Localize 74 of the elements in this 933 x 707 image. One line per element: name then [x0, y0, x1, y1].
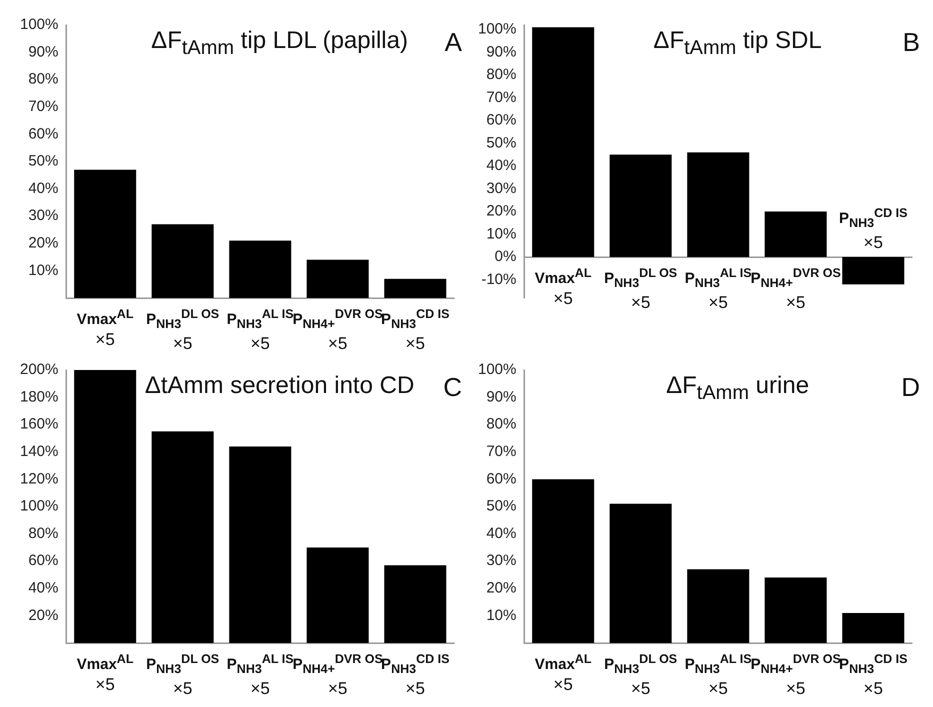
y-tick-label: 120%	[20, 470, 58, 488]
y-tick-label: 70%	[28, 98, 58, 116]
bar	[764, 212, 827, 258]
y-tick-label: 80%	[486, 416, 516, 433]
y-tick-label: 200%	[20, 361, 58, 378]
y-tick-label: 40%	[486, 157, 516, 174]
chart-title: ΔF$_{tAmm}$ urine	[666, 372, 810, 405]
y-tick-label: 60%	[28, 125, 58, 142]
y-tick-label: 160%	[20, 416, 58, 433]
bar	[687, 569, 750, 643]
bar	[384, 278, 446, 298]
y-tick-label: 20%	[486, 202, 516, 220]
y-tick-label: 100%	[20, 16, 58, 34]
y-tick-label: 40%	[28, 580, 58, 597]
y-tick-label: 30%	[28, 207, 58, 224]
bar	[532, 27, 594, 258]
y-tick-label: 80%	[28, 524, 58, 542]
y-tick-label: 20%	[28, 234, 58, 252]
y-tick-label: 60%	[486, 112, 516, 129]
y-tick-label: 180%	[20, 388, 58, 406]
bar	[74, 170, 136, 298]
x-tick-label: Vmax$^{AL}$ ×5	[76, 651, 134, 695]
y-tick-label: 20%	[486, 580, 516, 597]
y-tick-label: 100%	[478, 20, 516, 38]
y-tick-label: 10%	[28, 262, 58, 279]
y-tick-label: 10%	[486, 225, 516, 242]
bar	[152, 431, 214, 643]
y-tick-label: 0%	[494, 248, 516, 266]
y-tick-label: 40%	[486, 524, 516, 542]
y-tick-label: 50%	[486, 498, 516, 515]
chart-title: ΔtAmm secretion into CD	[144, 372, 414, 400]
y-tick-label: 50%	[486, 134, 516, 152]
y-tick-label: 60%	[28, 552, 58, 570]
y-tick-label: 30%	[486, 180, 516, 197]
bar	[764, 577, 827, 643]
y-tick-label: 70%	[486, 88, 516, 106]
bar	[306, 547, 369, 643]
y-tick-label: 80%	[486, 66, 516, 84]
bar	[229, 240, 292, 298]
y-tick-label: 90%	[486, 388, 516, 406]
bar	[152, 224, 214, 298]
annotation: C	[443, 372, 462, 403]
y-tick-label: 140%	[20, 443, 58, 460]
annotation: D	[901, 372, 920, 403]
y-tick-label: 20%	[28, 606, 58, 624]
bar	[687, 152, 750, 258]
bar	[842, 257, 904, 284]
x-tick-label: Vmax$^{AL}$ ×5	[534, 265, 592, 310]
bar	[229, 446, 292, 643]
bar	[610, 154, 672, 258]
y-tick-label: 50%	[28, 152, 58, 170]
bar	[306, 260, 369, 298]
chart-title: ΔF$_{tAmm}$ tip SDL	[653, 27, 822, 60]
y-tick-label: 10%	[486, 606, 516, 624]
bar	[74, 370, 136, 643]
x-tick-label: Vmax$^{AL}$ ×5	[534, 651, 592, 695]
annotation: B	[902, 27, 920, 58]
annotation: A	[444, 27, 462, 58]
y-tick-label: 40%	[28, 180, 58, 197]
y-tick-label: 60%	[486, 470, 516, 488]
y-tick-label: 90%	[486, 43, 516, 60]
y-tick-label: 90%	[28, 43, 58, 60]
y-tick-label: 80%	[28, 70, 58, 88]
y-tick-label: 100%	[20, 498, 58, 515]
bar	[610, 504, 672, 643]
bar	[384, 565, 446, 643]
x-tick-label: Vmax$^{AL}$ ×5	[76, 306, 134, 350]
y-tick-label: -10%	[481, 270, 516, 288]
y-tick-label: 100%	[478, 361, 516, 378]
chart-title: ΔF$_{tAmm}$ tip LDL (papilla)	[151, 27, 408, 60]
bar	[842, 612, 904, 643]
y-tick-label: 30%	[486, 552, 516, 570]
y-tick-label: 70%	[486, 443, 516, 460]
bar	[532, 479, 594, 643]
